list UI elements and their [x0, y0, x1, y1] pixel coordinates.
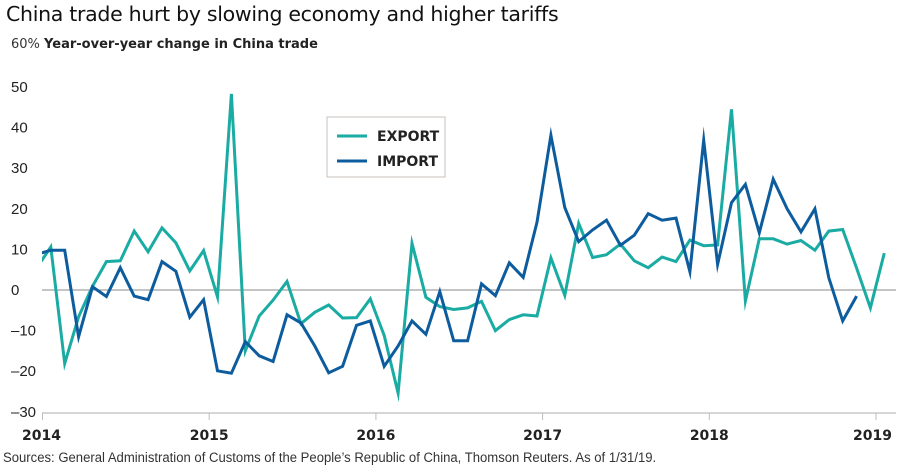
- y-tick-label: 0: [11, 282, 19, 299]
- x-tick-label: 2017: [523, 428, 562, 444]
- chart-subtitle: 60% Year-over-year change in China trade: [11, 37, 318, 52]
- x-tick-label: 2014: [22, 428, 61, 444]
- chart-title: China trade hurt by slowing economy and …: [6, 2, 559, 26]
- y-tick-label: 50: [11, 79, 28, 96]
- x-axis: 2014 2015 2016 2017 2018 2019: [22, 412, 896, 444]
- subtitle-text: Year-over-year change in China trade: [44, 37, 318, 52]
- series-line-import: [42, 126, 858, 375]
- legend-box: [326, 116, 446, 178]
- y-tick-label: 40: [11, 120, 28, 137]
- legend-label-export: EXPORT: [377, 129, 440, 145]
- y-tick-label: 10: [11, 241, 28, 258]
- x-tick-label: 2019: [853, 428, 892, 444]
- y-tick-label: –10: [11, 323, 36, 340]
- source-note: Sources: General Administration of Custo…: [3, 450, 657, 465]
- x-tick-label: 2015: [190, 428, 229, 444]
- series-layer: [42, 93, 886, 403]
- series-line-export: [42, 93, 886, 403]
- x-tick-label: 2018: [690, 428, 729, 444]
- y-tick-label: –30: [11, 404, 36, 421]
- legend: EXPORT IMPORT: [326, 116, 446, 178]
- y-tick-label: 30: [11, 160, 28, 177]
- x-tick-label: 2016: [356, 428, 395, 444]
- y-tick-label: –20: [11, 363, 36, 380]
- y-tick-label: 20: [11, 201, 28, 218]
- y-axis-unit: 60%: [11, 37, 40, 52]
- legend-label-import: IMPORT: [377, 154, 438, 170]
- y-axis: –30 –20 –10 0 10 20 30 40 50: [11, 79, 36, 421]
